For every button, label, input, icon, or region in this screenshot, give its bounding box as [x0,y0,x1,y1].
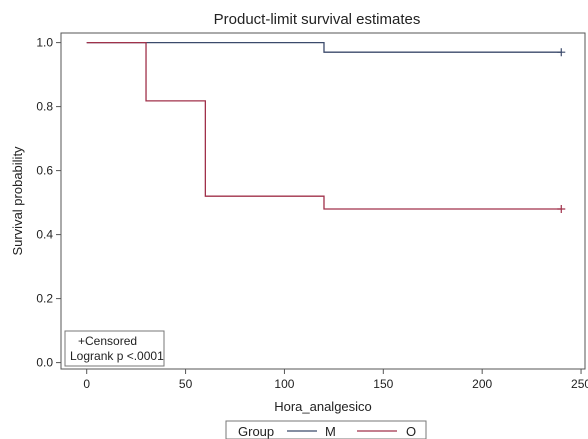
y-axis-title: Survival probability [10,146,25,256]
x-tick-label: 50 [179,377,193,391]
censor-mark-o [557,205,566,213]
x-tick-label: 150 [373,377,393,391]
legend-title: Group [238,424,274,439]
series-layer [86,41,566,213]
inset-frame [64,330,165,367]
y-tick-label: 0.0 [36,356,53,370]
censored-label: +Censored [78,334,137,348]
y-axis: 0.0 0.2 0.4 0.6 0.8 1.0 [36,36,61,370]
x-tick-label: 200 [472,377,492,391]
x-tick-label: 100 [274,377,294,391]
legend-frame [225,420,427,439]
y-tick-label: 1.0 [36,36,53,50]
y-tick-label: 0.8 [36,100,53,114]
censor-mark-m [557,48,566,57]
y-tick-label: 0.4 [36,228,53,242]
x-tick-label: 250 [571,377,588,391]
legend-label-m: M [325,424,336,439]
inset-box: +Censored Logrank p <.0001 [64,330,165,367]
chart-title: Product-limit survival estimates [214,11,421,28]
series-line-o [86,41,562,210]
legend: Group M O [225,420,427,439]
x-tick-label: 0 [83,377,90,391]
y-tick-label: 0.2 [36,292,53,306]
series-line-m [86,41,562,53]
legend-label-o: O [406,424,416,439]
x-axis: 0 50 100 150 200 250 [83,369,588,391]
y-tick-label: 0.6 [36,164,53,178]
x-axis-title: Hora_analgesico [274,399,372,414]
logrank-label: Logrank p <.0001 [70,349,164,363]
plot-frame [60,32,586,370]
